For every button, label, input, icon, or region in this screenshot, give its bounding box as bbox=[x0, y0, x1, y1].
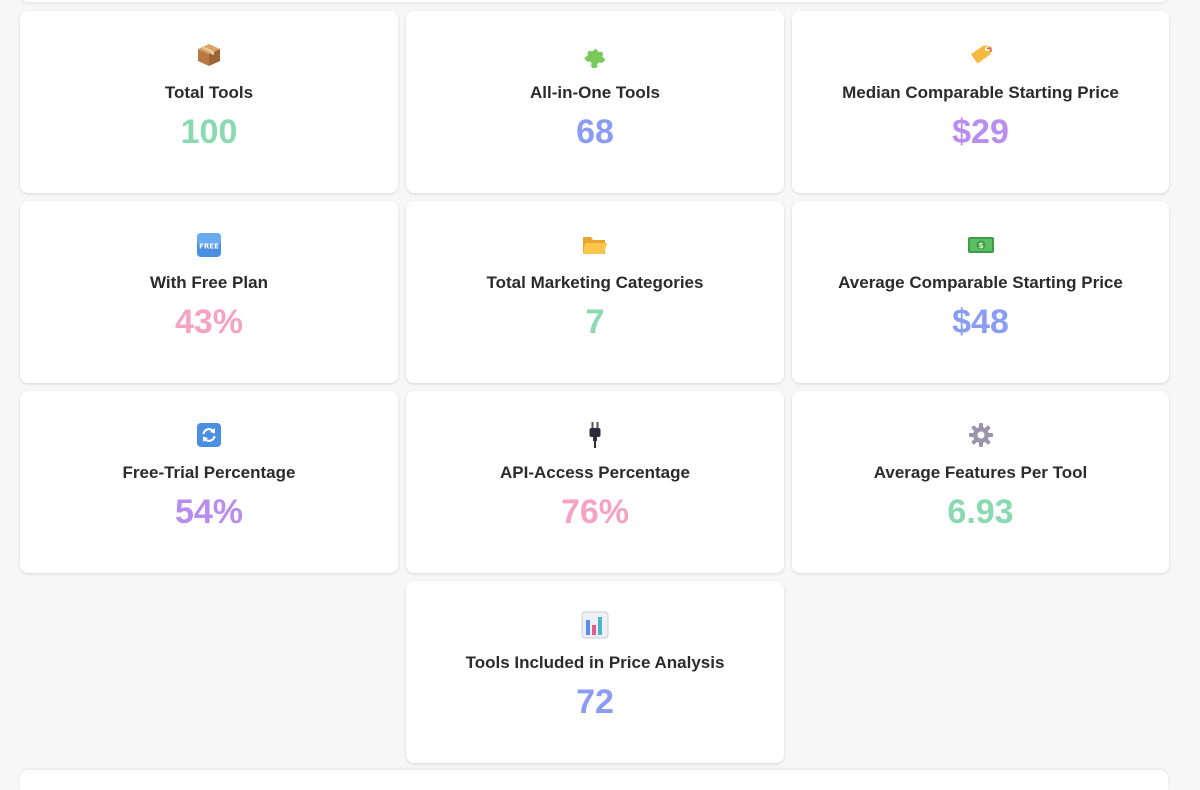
stat-card-free-plan: FREE With Free Plan 43% bbox=[20, 201, 398, 383]
stat-label: Total Tools bbox=[164, 83, 254, 102]
stat-card-free-trial: Free-Trial Percentage 54% bbox=[20, 391, 398, 573]
money-icon: $ bbox=[967, 231, 995, 259]
stat-card-total-tools: Total Tools 100 bbox=[20, 11, 398, 193]
stat-label: Average Features Per Tool bbox=[873, 463, 1088, 482]
next-section-card bbox=[20, 770, 1168, 790]
svg-text:$: $ bbox=[978, 241, 984, 250]
refresh-icon bbox=[195, 421, 223, 449]
stat-label: Tools Included in Price Analysis bbox=[465, 653, 725, 672]
stat-label: Average Comparable Starting Price bbox=[838, 273, 1123, 292]
stat-card-all-in-one-tools: All-in-One Tools 68 bbox=[406, 11, 784, 193]
stats-grid: Total Tools 100 All-in-One Tools 68 Medi… bbox=[20, 11, 1169, 763]
gear-icon bbox=[967, 421, 995, 449]
stat-value: $48 bbox=[952, 303, 1009, 341]
stat-label: With Free Plan bbox=[150, 273, 268, 292]
stat-card-marketing-categories: Total Marketing Categories 7 bbox=[406, 201, 784, 383]
folder-icon bbox=[581, 231, 609, 259]
svg-text:FREE: FREE bbox=[199, 243, 219, 251]
stat-value: 43% bbox=[174, 303, 244, 341]
price-tag-icon bbox=[967, 41, 995, 69]
stat-label: Free-Trial Percentage bbox=[122, 463, 296, 482]
stat-value: 76% bbox=[560, 493, 630, 531]
stat-card-median-price: Median Comparable Starting Price $29 bbox=[792, 11, 1169, 193]
stat-card-price-analysis-tools: Tools Included in Price Analysis 72 bbox=[406, 581, 784, 763]
bar-chart-icon bbox=[581, 611, 609, 639]
puzzle-icon bbox=[581, 41, 609, 69]
plug-icon bbox=[581, 421, 609, 449]
stat-value: 6.93 bbox=[947, 493, 1014, 531]
stat-value: 100 bbox=[180, 113, 238, 151]
free-badge-icon: FREE bbox=[195, 231, 223, 259]
stat-label: All-in-One Tools bbox=[529, 83, 660, 102]
stat-value: 54% bbox=[174, 493, 244, 531]
stat-value: 68 bbox=[576, 113, 614, 151]
stat-card-api-access: API-Access Percentage 76% bbox=[406, 391, 784, 573]
stat-value: $29 bbox=[952, 113, 1009, 151]
previous-section-card bbox=[20, 0, 1168, 2]
stat-label: Total Marketing Categories bbox=[486, 273, 704, 292]
stat-value: 7 bbox=[585, 303, 605, 341]
stat-card-average-price: $ Average Comparable Starting Price $48 bbox=[792, 201, 1169, 383]
stat-value: 72 bbox=[576, 683, 614, 721]
package-icon bbox=[195, 41, 223, 69]
stat-label: API-Access Percentage bbox=[500, 463, 690, 482]
stat-card-average-features: Average Features Per Tool 6.93 bbox=[792, 391, 1169, 573]
stat-label: Median Comparable Starting Price bbox=[842, 83, 1119, 102]
